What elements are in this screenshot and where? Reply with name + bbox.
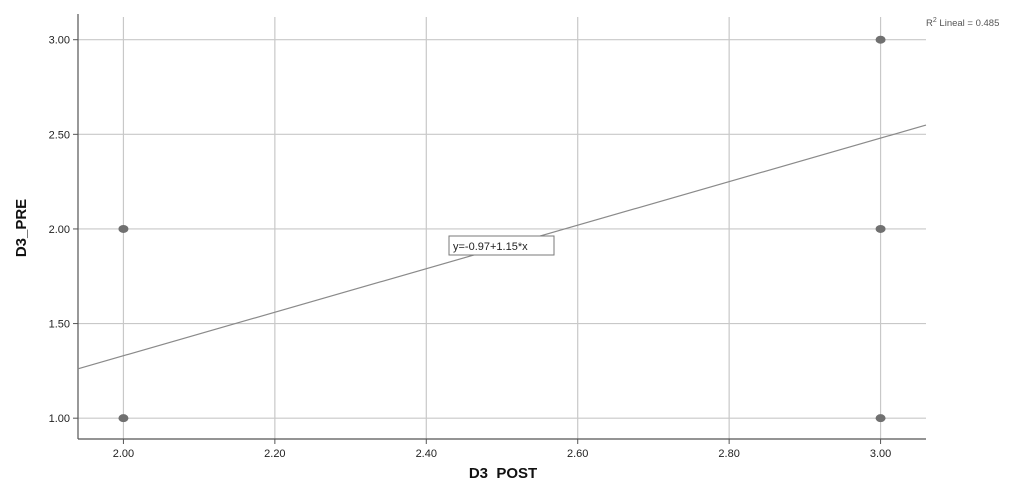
data-point [118, 414, 129, 423]
r2-prefix: R [926, 18, 933, 29]
data-point [118, 224, 129, 233]
r2-superscript: 2 [933, 17, 937, 24]
equation-box: y=-0.97+1.15*x [448, 235, 555, 256]
x-tick-label: 2.40 [416, 448, 437, 460]
y-tick-label: 1.50 [49, 319, 70, 331]
r2-value: Lineal = 0.485 [937, 18, 1000, 29]
data-point [875, 35, 886, 44]
grid-lines [78, 17, 926, 439]
data-points [118, 35, 886, 423]
x-tick-label: 2.00 [113, 448, 134, 460]
r2-label: R2 Lineal = 0.485 [926, 17, 999, 29]
data-point [875, 224, 886, 233]
equation-label: y=-0.97+1.15*x [453, 241, 528, 253]
x-axis-label: D3 POST [469, 465, 537, 482]
y-tick-label: 1.00 [49, 413, 70, 425]
x-tick-label: 2.80 [718, 448, 739, 460]
y-axis-label: D3_PRE [13, 199, 30, 257]
tick-labels: 2.00 2.20 2.40 2.60 2.80 3.00 1.00 1.50 2.00 2.50… [49, 35, 892, 460]
equation-box-frame [448, 235, 555, 256]
y-tick-label: 3.00 [49, 35, 70, 47]
x-tick-label: 2.60 [567, 448, 588, 460]
y-tick-label: 2.00 [49, 224, 70, 236]
x-tick-label: 3.00 [870, 448, 891, 460]
x-tick-label: 2.20 [264, 448, 285, 460]
data-point [875, 414, 886, 423]
axes [73, 14, 926, 444]
y-tick-label: 2.50 [49, 129, 70, 141]
